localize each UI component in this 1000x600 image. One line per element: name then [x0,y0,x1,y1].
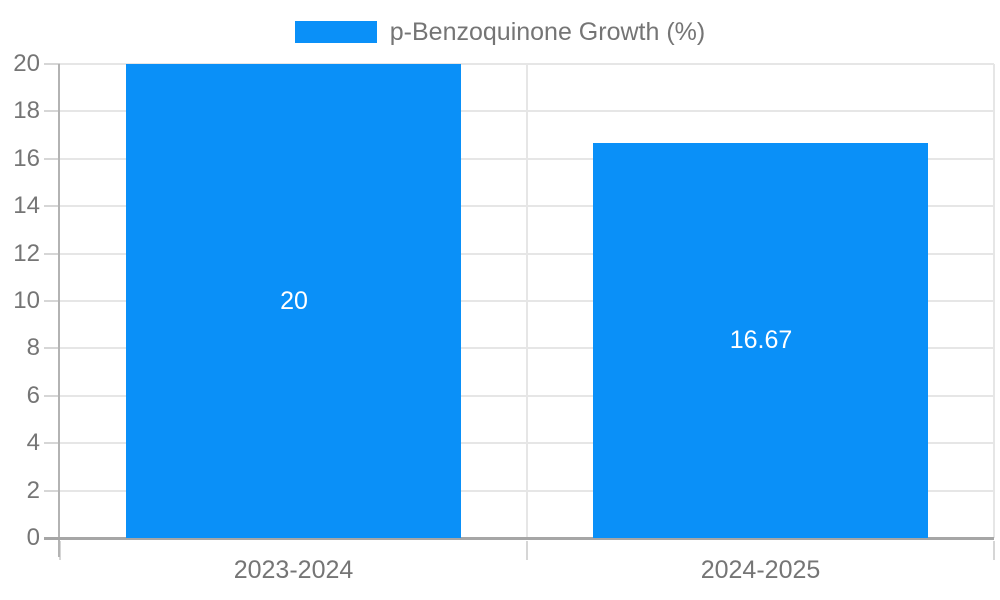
x-axis-baseline [44,537,994,540]
ytick-mark-4 [44,442,60,445]
ytick-label-16: 16 [13,144,40,172]
ytick-mark-20 [44,63,60,65]
ytick-label-10: 10 [13,287,40,314]
ytick-mark-14 [44,205,60,208]
xtick-mark-0 [59,541,61,560]
legend: p-Benzoquinone Growth (%) [0,14,1000,50]
bar-2024-2025 [593,142,928,538]
ytick-mark-18 [44,110,60,113]
bar-value-label-2024-2025: 16.67 [729,326,793,354]
ytick-label-14: 14 [13,192,40,220]
ytick-mark-2 [44,489,60,492]
ytick-mark-8 [44,347,60,350]
ytick-label-18: 18 [13,97,40,125]
xtick-mark-1 [526,541,528,560]
legend-label: p-Benzoquinone Growth (%) [389,17,706,46]
gridline-x-1 [526,64,528,538]
ytick-label-4: 4 [26,429,40,457]
bar-value-label-2023-2024: 20 [280,287,308,315]
gridline-x-2 [993,64,995,538]
ytick-label-6: 6 [26,381,40,409]
ytick-label-2: 2 [26,476,40,504]
ytick-label-12: 12 [13,239,40,267]
xtick-mark-2 [993,541,995,560]
ytick-label-8: 8 [26,334,40,362]
ytick-label-20: 20 [13,50,40,77]
y-axis-line [58,64,60,557]
ytick-label-0: 0 [26,524,40,551]
ytick-mark-16 [44,157,60,160]
bar-2023-2024 [126,64,461,538]
ytick-mark-6 [44,394,60,397]
category-label-2024-2025: 2024-2025 [700,556,821,584]
ytick-mark-12 [44,252,60,255]
legend-swatch [294,21,377,43]
ytick-mark-10 [44,300,60,302]
category-label-2023-2024: 2023-2024 [233,556,354,584]
